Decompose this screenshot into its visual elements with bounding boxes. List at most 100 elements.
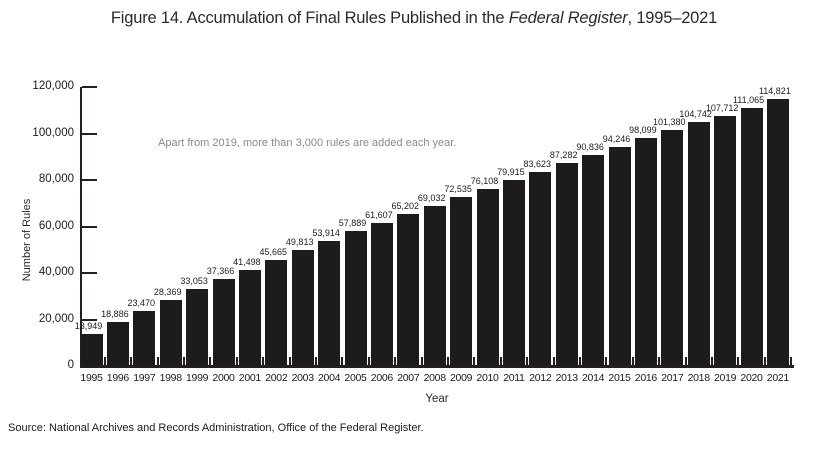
x-axis-tick <box>499 357 502 365</box>
figure-title: Figure 14. Accumulation of Final Rules P… <box>0 9 828 28</box>
x-axis-tick-label: 2006 <box>370 372 393 384</box>
bar-value-label: 104,742 <box>679 109 712 120</box>
bar-value-label: 33,053 <box>180 276 208 287</box>
x-axis-tick-label: 2017 <box>661 372 684 384</box>
y-axis-tick <box>82 132 97 135</box>
figure-title-suffix: , 1995–2021 <box>627 9 718 27</box>
bar-2001 <box>238 269 261 366</box>
bar-2014 <box>582 154 605 366</box>
x-axis-tick-label: 1998 <box>159 372 182 384</box>
bar-value-label: 57,889 <box>338 218 367 229</box>
x-axis-title: Year <box>425 393 449 405</box>
x-axis-tick <box>790 357 793 365</box>
bar-2012 <box>529 171 552 366</box>
bar-value-label: 28,369 <box>153 287 182 298</box>
x-axis-tick-label: 1999 <box>186 372 209 384</box>
bar-2005 <box>344 231 367 366</box>
bar-2019 <box>714 115 737 366</box>
y-axis-tick <box>82 179 97 181</box>
x-axis-tick-label: 2020 <box>740 372 763 384</box>
x-axis-tick-label: 2011 <box>503 372 525 384</box>
bar-2009 <box>450 197 473 366</box>
bar-2003 <box>291 250 314 366</box>
source-note: Source: National Archives and Records Ad… <box>8 422 424 434</box>
bar-value-label: 23,470 <box>127 298 156 309</box>
bar-value-label: 49,813 <box>285 237 314 248</box>
y-axis-tick <box>82 86 97 88</box>
x-axis-tick-label: 2012 <box>529 372 552 384</box>
x-axis-tick <box>235 357 238 365</box>
bar-1999 <box>186 289 209 366</box>
x-axis-tick-label: 2015 <box>608 372 631 384</box>
x-axis-tick <box>103 357 106 365</box>
bar-value-label: 90,836 <box>576 141 604 152</box>
x-axis-tick <box>420 357 423 365</box>
bar-1997 <box>133 311 156 366</box>
x-axis-tick-label: 1997 <box>133 372 156 384</box>
bar-2020 <box>740 107 763 366</box>
bar-value-label: 41,498 <box>233 256 261 267</box>
y-axis-tick-label: 80,000 <box>38 173 74 185</box>
x-axis-tick-label: 2010 <box>476 372 499 384</box>
bar-1995 <box>80 333 103 366</box>
x-axis-tick <box>605 357 608 365</box>
x-axis-tick-label: 2004 <box>318 372 341 384</box>
x-axis-tick <box>526 357 529 365</box>
x-axis-tick <box>341 357 344 365</box>
figure-title-italic: Federal Register <box>508 9 628 27</box>
bar-2002 <box>265 259 288 366</box>
x-axis-tick <box>367 357 370 365</box>
x-axis-tick <box>130 357 133 365</box>
x-axis-tick-label: 2007 <box>397 372 420 384</box>
x-axis-tick <box>710 357 713 365</box>
figure-title-prefix: Figure 14. Accumulation of Final Rules P… <box>110 9 509 27</box>
x-axis-tick <box>658 357 661 365</box>
y-axis-tick <box>82 272 97 274</box>
x-axis-tick <box>156 357 159 365</box>
x-axis-tick-label: 2013 <box>555 372 578 384</box>
bar-value-label: 61,607 <box>365 209 393 220</box>
bar-value-label: 114,821 <box>758 86 791 97</box>
bar-2006 <box>370 222 393 366</box>
y-axis-tick-label: 60,000 <box>38 219 74 232</box>
bar-2016 <box>634 137 657 366</box>
x-axis-tick-label: 2005 <box>344 372 367 384</box>
x-axis-tick <box>182 357 185 365</box>
bar-2021 <box>766 99 789 366</box>
bar-value-label: 111,065 <box>732 94 765 105</box>
x-axis-tick-label: 2001 <box>238 372 261 384</box>
bar-2000 <box>212 279 235 366</box>
x-axis-tick-label: 2014 <box>582 372 605 384</box>
bar-2010 <box>476 189 499 366</box>
y-axis-line <box>80 87 82 367</box>
x-axis-tick-label: 2008 <box>423 372 446 384</box>
y-axis-tick <box>82 318 97 321</box>
bar-1998 <box>159 300 182 366</box>
y-axis-tick-label: 20,000 <box>38 312 74 325</box>
bar-value-label: 65,202 <box>391 201 420 212</box>
bar-2004 <box>318 240 341 366</box>
x-axis-tick-label: 2002 <box>265 372 288 384</box>
bar-value-label: 45,665 <box>259 246 288 257</box>
x-axis-tick <box>209 357 212 365</box>
bar-value-label: 94,246 <box>602 133 631 144</box>
x-axis-tick-label: 2021 <box>766 372 789 384</box>
y-axis-tick <box>82 225 97 228</box>
bar-value-label: 76,108 <box>470 176 499 187</box>
x-axis-tick-label: 2019 <box>714 372 737 384</box>
y-axis-tick-label: 100,000 <box>32 126 74 139</box>
bar-value-label: 72,535 <box>444 184 472 195</box>
chart-annotation: Apart from 2019, more than 3,000 rules a… <box>158 137 457 149</box>
bar-value-label: 98,099 <box>629 124 657 135</box>
bar-value-label: 83,623 <box>523 158 552 169</box>
x-axis-tick-label: 1996 <box>106 372 129 384</box>
bar-2018 <box>687 122 710 366</box>
bar-2007 <box>397 214 420 366</box>
bar-2015 <box>608 146 631 366</box>
bar-value-label: 87,282 <box>549 150 578 161</box>
x-axis-line <box>80 365 794 368</box>
y-axis-tick-label: 120,000 <box>32 80 74 92</box>
x-axis-tick <box>763 357 766 365</box>
bar-value-label: 13,949 <box>74 320 103 331</box>
x-axis-tick-label: 2009 <box>450 372 473 384</box>
